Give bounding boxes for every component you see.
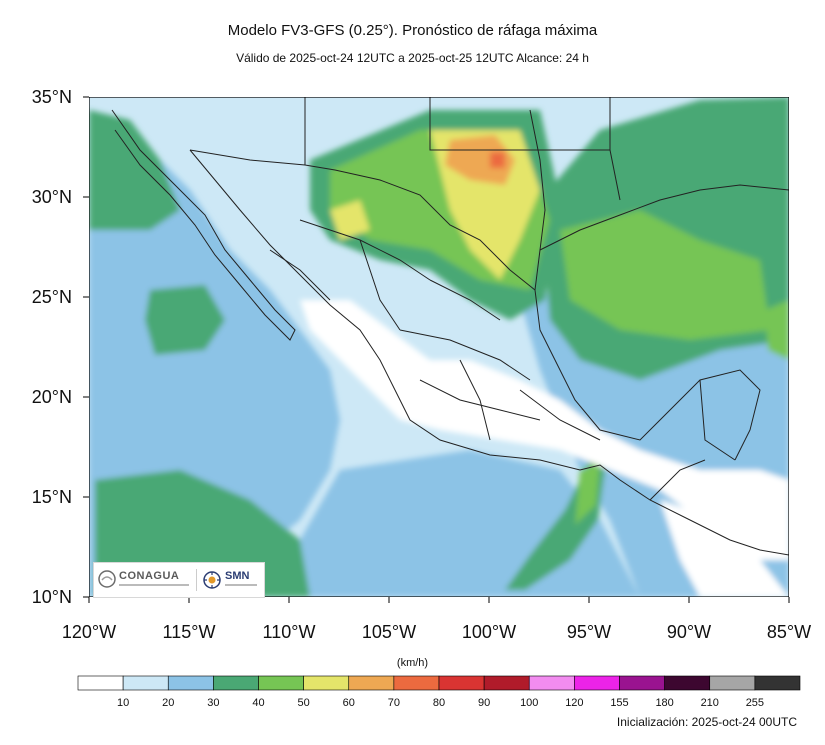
colorbar-swatch (348, 675, 395, 691)
lon-label: 115°W (163, 622, 216, 642)
gust-region-nw-green (89, 110, 180, 230)
gust-region-core-red (490, 152, 505, 168)
longitude-labels: 120°W 115°W 110°W 105°W 100°W 95°W 90°W … (62, 622, 811, 642)
colorbar-swatch (483, 675, 530, 691)
lon-label: 95°W (567, 622, 611, 642)
logo-divider (196, 569, 197, 591)
colorbar-level-label: 155 (610, 697, 628, 709)
colorbar-swatch (393, 675, 440, 691)
smn-logo: SMN (202, 568, 262, 592)
lon-label: 100°W (462, 622, 516, 642)
colorbar-level-label: 180 (655, 697, 673, 709)
colorbar-level-label: 20 (162, 697, 174, 709)
colorbar-level-label: 120 (565, 697, 583, 709)
colorbar-level-label: 40 (252, 697, 264, 709)
gust-region-gulf-lightgreen (560, 210, 770, 340)
colorbar-level-label: 255 (746, 697, 764, 709)
conagua-tagline (119, 584, 189, 586)
conagua-logo: CONAGUA (98, 568, 189, 592)
gust-region-core-orange (445, 135, 515, 185)
gust-region-central-white (300, 300, 789, 560)
latitude-labels: 35°N 30°N 25°N 20°N 15°N 10°N (32, 87, 72, 607)
colorbar-swatch (754, 675, 801, 691)
colorbar-swatch (258, 675, 304, 691)
lon-label: 85°W (767, 622, 811, 642)
logo-strip: CONAGUA SMN (93, 562, 265, 598)
gust-region-jet-lightgreen (575, 462, 600, 525)
lat-label: 30°N (32, 187, 72, 207)
conagua-wordmark: CONAGUA (119, 570, 180, 582)
colorbar-level-label: 70 (388, 697, 400, 709)
lat-label: 10°N (32, 587, 72, 607)
colorbar-swatch (213, 675, 259, 691)
axis-ticks (83, 96, 790, 603)
gust-region-baja-green (145, 285, 225, 355)
colorbar-units: (km/h) (396, 657, 429, 669)
lon-label: 120°W (62, 622, 116, 642)
colorbar-level-label: 80 (433, 697, 445, 709)
colorbar-swatch (122, 675, 169, 691)
lat-label: 20°N (32, 387, 72, 407)
lon-label: 90°W (667, 622, 711, 642)
colorbar-swatch (77, 675, 124, 691)
map-title: Modelo FV3-GFS (0.25°). Pronóstico de rá… (227, 22, 598, 39)
colorbar-level-label: 90 (478, 697, 490, 709)
colorbar-swatch (303, 675, 350, 691)
lon-label: 105°W (362, 622, 416, 642)
lat-label: 15°N (32, 487, 72, 507)
colorbar-level-label: 50 (298, 697, 310, 709)
colorbar-level-label: 60 (343, 697, 355, 709)
colorbar-level-label: 210 (701, 697, 719, 709)
map-subtitle: Válido de 2025-oct-24 12UTC a 2025-oct-2… (236, 51, 589, 65)
colorbar-level-label: 10 (117, 697, 129, 709)
smn-wordmark: SMN (225, 570, 250, 582)
gust-region-south-white (660, 500, 789, 597)
colorbar-swatch (528, 675, 575, 691)
lon-label: 110°W (263, 622, 316, 642)
coastlines (111, 97, 789, 556)
lat-label: 25°N (32, 287, 72, 307)
gust-field (89, 97, 789, 597)
colorbar-level-label: 100 (520, 697, 538, 709)
initialization-time: Inicialización: 2025-oct-24 00UTC (616, 715, 797, 729)
colorbar-swatch (709, 675, 756, 691)
colorbar-swatch (619, 675, 665, 691)
gust-region-east-lightgreen (765, 300, 789, 360)
colorbar-swatch (167, 675, 214, 691)
lat-label: 35°N (32, 87, 72, 107)
colorbar-swatch (438, 675, 485, 691)
colorbar-swatch (574, 675, 620, 691)
gust-region-chihuahua-yellow (330, 200, 370, 240)
colorbar-level-label: 30 (207, 697, 219, 709)
smn-emblem-icon (203, 571, 221, 589)
conagua-emblem-icon (98, 570, 116, 588)
forecast-map: 35°N 30°N 25°N 20°N 15°N 10°N 120°W 115°… (32, 87, 811, 642)
colorbar-swatch (664, 675, 711, 691)
smn-tagline (225, 584, 257, 586)
